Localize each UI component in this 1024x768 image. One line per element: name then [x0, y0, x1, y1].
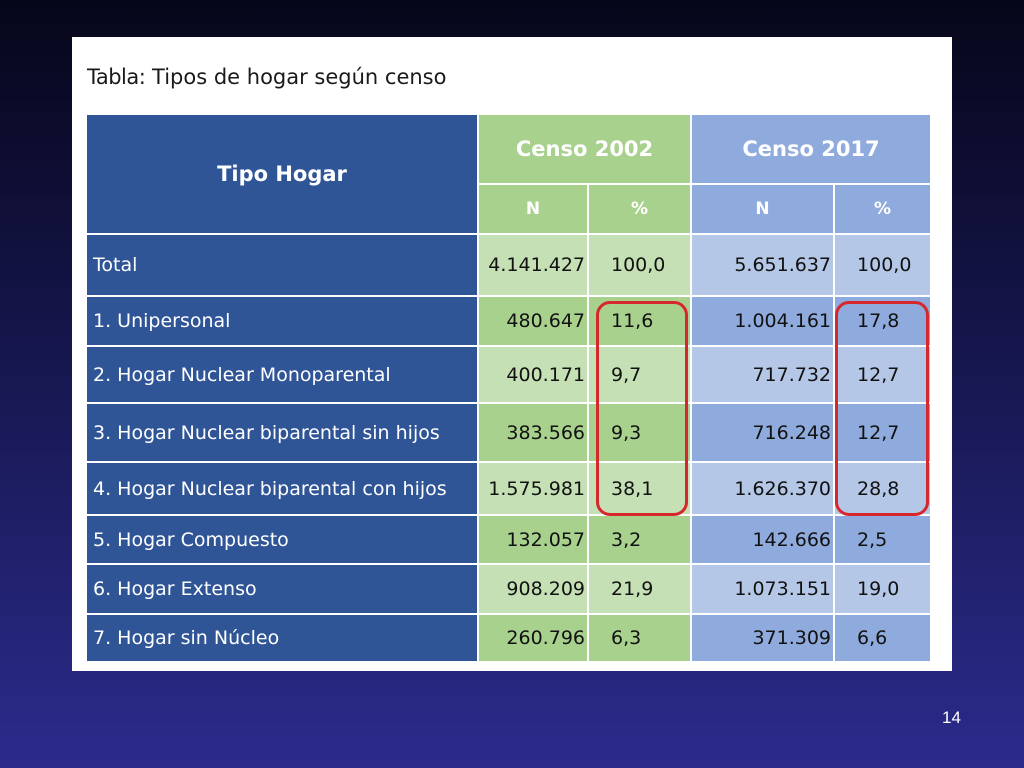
- cell-pct-2017: 12,7: [833, 345, 933, 404]
- cell-pct-2002: 9,3: [586, 402, 693, 463]
- cell-pct-2017: 19,0: [833, 563, 933, 615]
- row-label: 5. Hogar Compuesto: [85, 514, 479, 565]
- cell-pct-2002: 11,6: [586, 295, 693, 347]
- header-censo-2017: Censo 2017: [690, 113, 933, 185]
- row-label: 2. Hogar Nuclear Monoparental: [85, 345, 479, 404]
- table-row: 3. Hogar Nuclear biparental sin hijos 38…: [85, 402, 933, 463]
- cell-n-2002: 400.171: [477, 345, 589, 404]
- subheader-pct-2002: %: [586, 183, 693, 235]
- cell-pct-2002: 3,2: [586, 514, 693, 565]
- cell-pct-2017: 6,6: [833, 613, 933, 663]
- cell-n-2002: 383.566: [477, 402, 589, 463]
- cell-n-2017: 1.626.370: [690, 461, 836, 516]
- table-row: Total 4.141.427 100,0 5.651.637 100,0: [85, 233, 933, 297]
- cell-n-2017: 5.651.637: [690, 233, 836, 297]
- table-row: 2. Hogar Nuclear Monoparental 400.171 9,…: [85, 345, 933, 404]
- cell-pct-2017: 100,0: [833, 233, 933, 297]
- row-label: 4. Hogar Nuclear biparental con hijos: [85, 461, 479, 516]
- row-label: 1. Unipersonal: [85, 295, 479, 347]
- cell-n-2017: 717.732: [690, 345, 836, 404]
- household-types-table: Tipo Hogar Censo 2002 Censo 2017 N % N %…: [85, 113, 933, 663]
- table-header-row: Tipo Hogar Censo 2002 Censo 2017: [85, 113, 933, 235]
- cell-pct-2002: 21,9: [586, 563, 693, 615]
- table-subheader-row: N % N %: [86, 183, 933, 235]
- row-label: 3. Hogar Nuclear biparental sin hijos: [85, 402, 479, 463]
- header-censo-2002: Censo 2002: [476, 113, 693, 185]
- table-row: 5. Hogar Compuesto 132.057 3,2 142.666 2…: [85, 514, 933, 565]
- row-label: 7. Hogar sin Núcleo: [85, 613, 479, 663]
- subheader-n-2017: N: [690, 183, 836, 235]
- cell-n-2002: 4.141.427: [477, 233, 589, 297]
- table-row: 1. Unipersonal 480.647 11,6 1.004.161 17…: [85, 295, 933, 347]
- cell-n-2017: 1.004.161: [690, 295, 836, 347]
- table-row: 7. Hogar sin Núcleo 260.796 6,3 371.309 …: [85, 613, 933, 663]
- table-row: 6. Hogar Extenso 908.209 21,9 1.073.151 …: [85, 563, 933, 615]
- table-caption: Tabla: Tipos de hogar según censo: [87, 65, 446, 89]
- cell-pct-2002: 100,0: [586, 233, 693, 297]
- cell-pct-2002: 6,3: [586, 613, 693, 663]
- cell-pct-2017: 2,5: [833, 514, 933, 565]
- caption-prefix: Tabla:: [87, 65, 146, 89]
- subheader-n-2002: N: [477, 183, 589, 235]
- row-label: Total: [85, 233, 479, 297]
- cell-pct-2017: 12,7: [833, 402, 933, 463]
- highlight-ring-2002: [596, 301, 688, 516]
- cell-n-2002: 1.575.981: [477, 461, 589, 516]
- slide-panel: Tabla: Tipos de hogar según censo Tipo H…: [72, 37, 952, 671]
- cell-n-2002: 132.057: [477, 514, 589, 565]
- cell-n-2017: 1.073.151: [690, 563, 836, 615]
- cell-n-2002: 908.209: [477, 563, 589, 615]
- cell-n-2017: 371.309: [690, 613, 836, 663]
- table-row: 4. Hogar Nuclear biparental con hijos 1.…: [85, 461, 933, 516]
- cell-n-2002: 260.796: [477, 613, 589, 663]
- cell-n-2017: 716.248: [690, 402, 836, 463]
- cell-n-2002: 480.647: [477, 295, 589, 347]
- highlight-ring-2017: [835, 301, 929, 516]
- subheader-pct-2017: %: [833, 183, 933, 235]
- cell-n-2017: 142.666: [690, 514, 836, 565]
- page-number: 14: [942, 708, 961, 727]
- cell-pct-2002: 9,7: [586, 345, 693, 404]
- header-tipo-hogar: Tipo Hogar: [85, 113, 479, 235]
- row-label: 6. Hogar Extenso: [85, 563, 479, 615]
- caption-text: Tipos de hogar según censo: [145, 65, 447, 89]
